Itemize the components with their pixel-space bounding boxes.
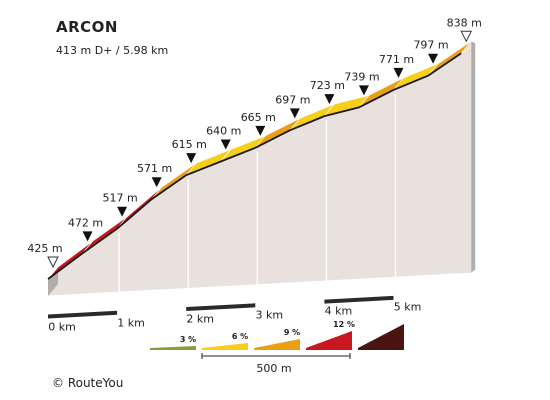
elevation-marker-icon	[393, 67, 404, 78]
elevation-label: 697 m	[275, 93, 310, 106]
grade-legend-layer: 3 % 6 % 9 % 12 % 500 m	[150, 320, 404, 375]
elevation-label: 640 m	[206, 125, 241, 138]
grade-legend-label: 9 %	[284, 328, 300, 337]
routeyou-credit: © RouteYou	[52, 376, 124, 390]
grade-legend-swatch	[202, 343, 248, 350]
elevation-label: 472 m	[68, 216, 103, 229]
elevation-label: 838 m	[447, 16, 482, 29]
distance-axis-layer: 0 km 1 km 2 km 3 km 4 km 5 km	[48, 295, 422, 334]
chart-subtitle: 413 m D+ / 5.98 km	[56, 44, 169, 57]
profile-edge	[47, 52, 462, 280]
elevation-label: 425 m	[27, 242, 62, 255]
km-tick-label: 3 km	[256, 308, 284, 321]
elevation-label: 797 m	[413, 39, 448, 52]
elevation-marker-icon	[186, 153, 197, 164]
elevation-marker-icon	[428, 53, 439, 64]
elevation-marker-icon	[151, 177, 162, 188]
endpoint-marker-icon	[47, 256, 59, 269]
elevation-label: 723 m	[310, 79, 345, 92]
km-tick-label: 2 km	[186, 312, 214, 325]
distance-scale-band	[324, 295, 394, 304]
elevation-marker-icon	[324, 94, 335, 105]
km-tick-label: 5 km	[394, 300, 422, 313]
elevation-marker-icon	[289, 108, 300, 119]
grade-legend-swatch	[306, 331, 352, 350]
elevation-label: 517 m	[102, 192, 137, 205]
elevation-marker-icon	[255, 125, 266, 136]
grade-legend-swatch	[358, 324, 404, 350]
endpoint-marker-icon	[460, 30, 473, 43]
elevation-marker-icon	[358, 85, 369, 96]
elevation-marker-icon	[82, 231, 93, 242]
chart-title: ARCON	[56, 18, 118, 36]
grade-legend-swatch	[150, 346, 196, 350]
km-tick-label: 1 km	[117, 316, 145, 329]
distance-scale-band	[48, 310, 118, 319]
profile-top-layer	[47, 41, 472, 280]
elevation-marker-icon	[220, 139, 231, 150]
km-tick-label: 4 km	[325, 304, 353, 317]
elevation-label: 665 m	[241, 111, 276, 124]
distance-scale-band	[186, 303, 256, 312]
profile-end-cap	[471, 41, 476, 273]
grade-legend-label: 3 %	[180, 335, 196, 344]
km-tick-label: 0 km	[48, 321, 76, 334]
elevation-marker-icon	[117, 206, 128, 217]
elevation-label: 615 m	[172, 138, 207, 151]
elevation-label: 771 m	[379, 53, 414, 66]
scale-bar-label: 500 m	[256, 362, 291, 375]
elevation-label: 571 m	[137, 162, 172, 175]
grade-legend-swatch	[254, 339, 300, 350]
grade-legend-label: 6 %	[232, 332, 248, 341]
elevation-label: 739 m	[344, 70, 379, 83]
grade-legend-label: 12 %	[333, 320, 355, 329]
